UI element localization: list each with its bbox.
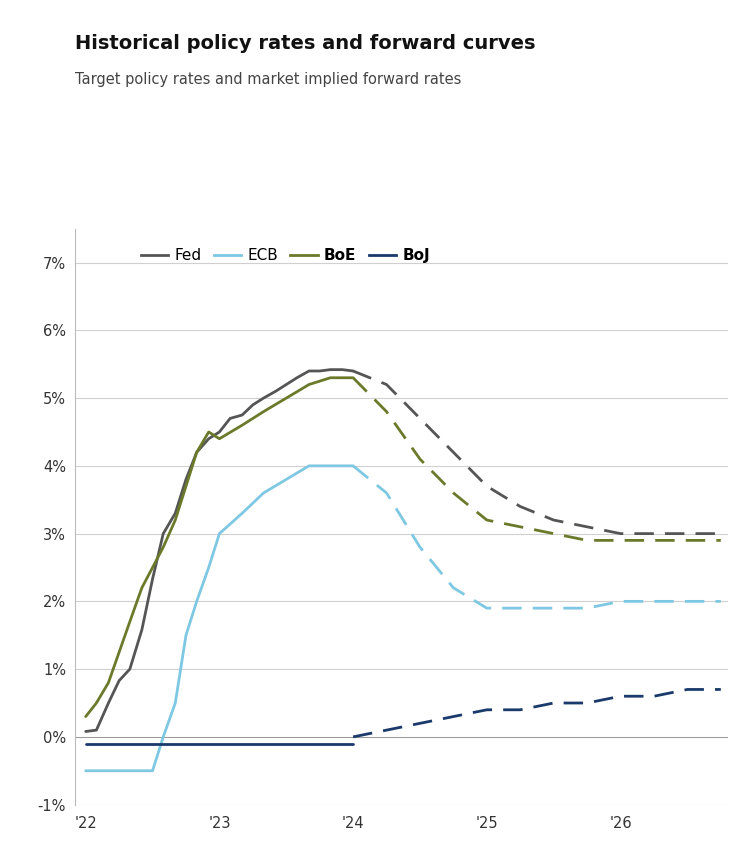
Text: Historical policy rates and forward curves: Historical policy rates and forward curv… [75,34,536,53]
Legend: Fed, ECB, BoE, BoJ: Fed, ECB, BoE, BoJ [135,242,436,269]
Text: Target policy rates and market implied forward rates: Target policy rates and market implied f… [75,72,461,87]
